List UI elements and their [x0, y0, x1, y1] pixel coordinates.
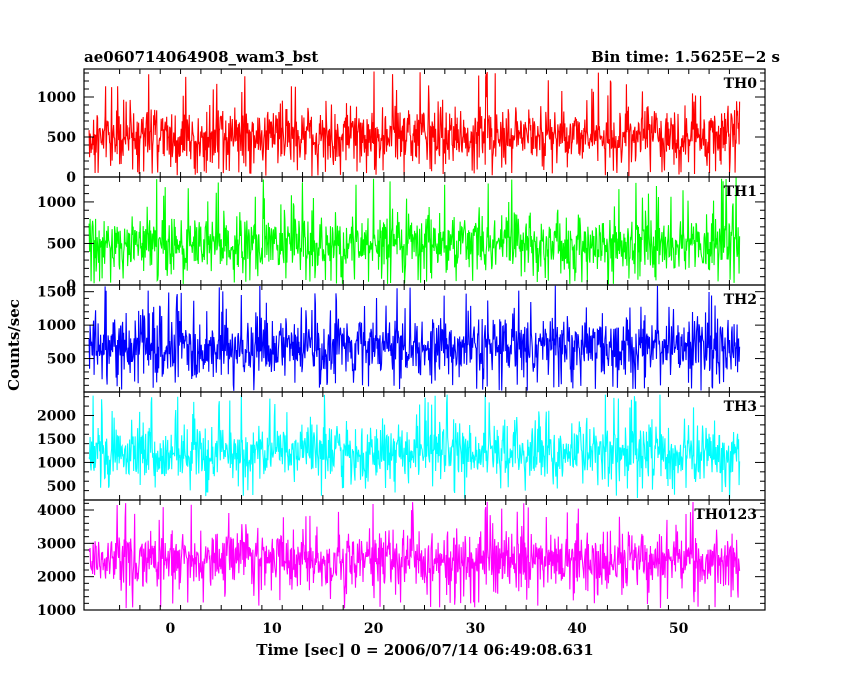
- panel-th0123: 1000 2000 3000 4000 TH0123: [37, 499, 766, 619]
- y-tick-label: 3000: [37, 536, 76, 552]
- y-tick-label: 1500: [37, 285, 76, 301]
- series-label-th2: TH2: [724, 292, 757, 308]
- y-tick-label: 1000: [37, 603, 76, 619]
- panel-th0: 0 500 1000 TH0: [37, 68, 766, 186]
- x-tick-label: 40: [567, 621, 587, 637]
- bin-time-label: Bin time: 1.5625E−2 s: [591, 48, 780, 66]
- y-tick-label: 2000: [37, 570, 76, 586]
- y-tick-label: 500: [47, 130, 76, 146]
- y-tick-label: 4000: [37, 503, 76, 519]
- panel-th1: 0 500 1000 TH1: [37, 176, 766, 294]
- panel-frame: [83, 284, 766, 393]
- series-label-th0123: TH0123: [694, 507, 757, 523]
- x-tick-label: 50: [669, 621, 689, 637]
- series-th2-line: [88, 285, 741, 391]
- series-label-th3: TH3: [724, 399, 757, 415]
- x-tick-label: 20: [364, 621, 384, 637]
- panel-th2: 500 1000 1500 TH2: [37, 284, 766, 393]
- y-tick-label: 500: [47, 236, 76, 252]
- y-tick-label: 500: [47, 479, 76, 495]
- y-tick-label: 0: [66, 278, 76, 294]
- x-tick-label: 30: [466, 621, 486, 637]
- x-axis-label: Time [sec] 0 = 2006/07/14 06:49:08.631: [256, 641, 593, 659]
- y-axis-label: Counts/sec: [5, 299, 23, 391]
- series-th3-line: [88, 394, 741, 499]
- x-axis: 0 10 20 30 40 50: [166, 621, 689, 637]
- x-tick-label: 0: [166, 621, 176, 637]
- y-tick-label: 0: [66, 170, 76, 186]
- y-tick-label: 1000: [37, 195, 76, 211]
- x-tick-label: 10: [262, 621, 282, 637]
- chart-title: ae060714064908_wam3_bst: [84, 48, 318, 66]
- series-th0-line: [88, 71, 741, 177]
- y-tick-label: 2000: [37, 408, 76, 424]
- panels: 0 500 1000 TH0 0 500 1000 TH1 500 1000 1500 TH2 500 1…: [37, 68, 766, 619]
- series-label-th0: TH0: [724, 76, 758, 92]
- y-tick-label: 1000: [37, 455, 76, 471]
- panel-th3: 500 1000 1500 2000 TH3: [37, 391, 766, 501]
- y-tick-label: 1000: [37, 90, 76, 106]
- y-tick-label: 1500: [37, 432, 76, 448]
- series-th1-line: [88, 177, 741, 285]
- y-tick-label: 500: [47, 352, 76, 368]
- series-th0123-line: [88, 501, 741, 609]
- y-tick-label: 1000: [37, 318, 76, 334]
- series-label-th1: TH1: [724, 184, 757, 200]
